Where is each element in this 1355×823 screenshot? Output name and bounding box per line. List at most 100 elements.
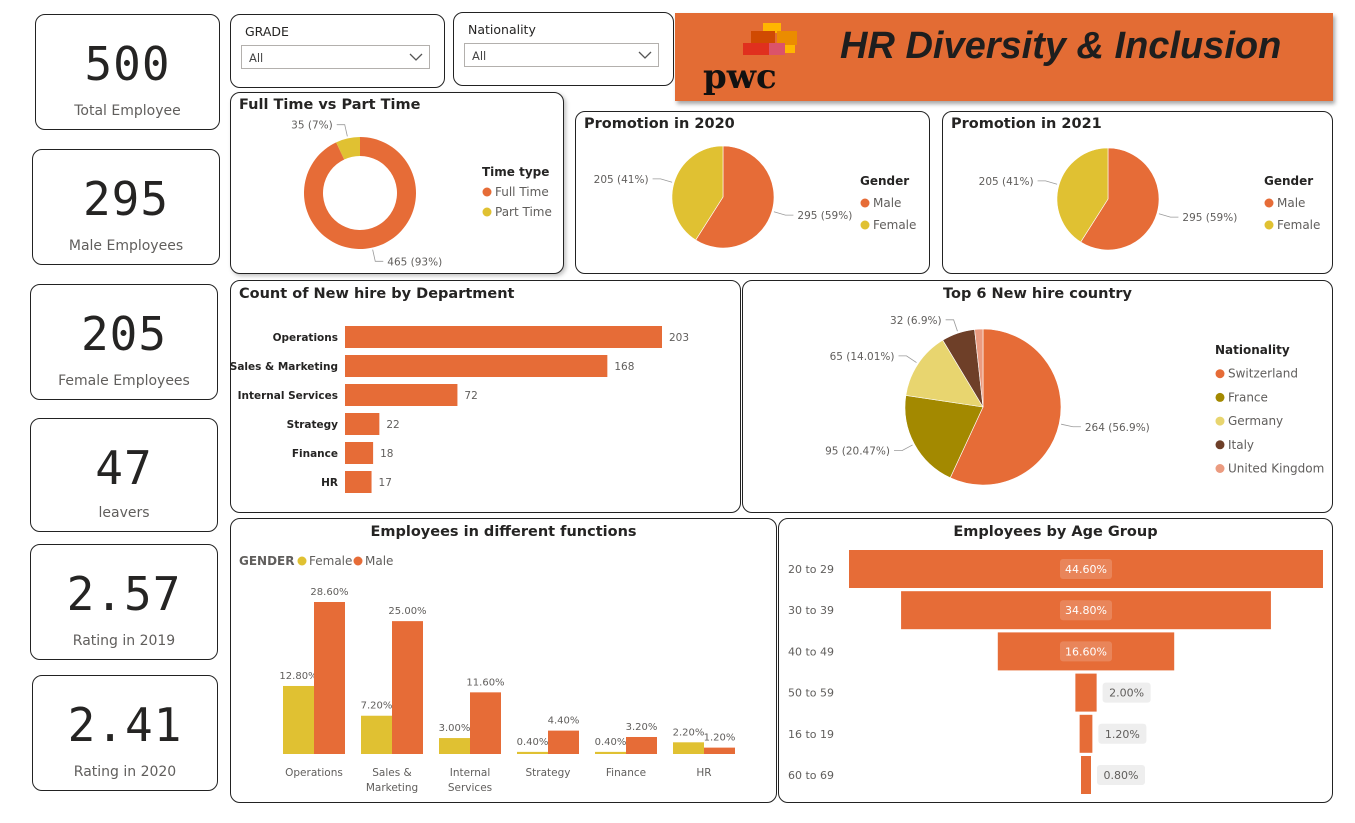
newhire-country-chart-title: Top 6 New hire country <box>943 286 1132 302</box>
bar <box>314 602 345 754</box>
legend-item: Male <box>1277 196 1305 210</box>
label-bg <box>1060 559 1112 579</box>
leader-line <box>1037 180 1058 185</box>
promo2021-chart-title: Promotion in 2021 <box>951 116 1102 132</box>
chevron-down-icon[interactable] <box>409 51 423 63</box>
kpi-value: 295 <box>82 172 170 226</box>
legend-marker <box>1215 440 1225 450</box>
promo2021-chart-panel: Promotion in 2021 295 (59%) 205 (41%) Gend… <box>942 111 1333 274</box>
kpi-card: 205 Female Employees <box>30 284 218 400</box>
legend-marker <box>353 556 363 566</box>
data-label: 4.40% <box>548 716 580 727</box>
chevron-down-icon[interactable] <box>638 49 652 61</box>
grade-dropdown[interactable]: All <box>241 45 430 69</box>
kpi-label: Male Employees <box>68 238 184 254</box>
fulltime-donut-chart: 465 (93%) 35 (7%) Time type Full Time Part T… <box>291 120 552 269</box>
legend-item: Germany <box>1228 414 1283 428</box>
label-bg <box>1102 682 1151 703</box>
category-label: 20 to 29 <box>788 563 834 576</box>
data-label: 22 <box>386 419 399 431</box>
legend-item: United Kingdom <box>1228 462 1324 476</box>
bar <box>704 747 735 754</box>
pwc-logo-text: pwc <box>703 57 777 97</box>
legend-item: Switzerland <box>1228 367 1298 381</box>
grade-slicer-label: GRADE <box>245 24 289 39</box>
legend-marker <box>1264 220 1274 230</box>
legend-title: Time type <box>482 165 549 179</box>
kpi-value: 2.57 <box>66 567 182 621</box>
legend-marker <box>860 220 870 230</box>
kpi-label: leavers <box>98 505 150 521</box>
kpi-value: 2.41 <box>67 698 183 752</box>
category-label: 16 to 19 <box>788 728 834 741</box>
kpi-value: 205 <box>80 307 168 361</box>
pie-slice <box>1056 147 1109 243</box>
legend-item: Male <box>365 554 393 568</box>
legend-marker <box>1215 369 1225 379</box>
bar <box>345 326 662 348</box>
legend-item: Female <box>309 554 352 568</box>
category-label: Internal <box>450 767 490 779</box>
legend-marker <box>1215 392 1225 402</box>
bar <box>673 742 704 754</box>
data-label: 25.00% <box>388 606 426 617</box>
data-label: 1.20% <box>1105 728 1140 741</box>
data-label: 16.60% <box>1065 645 1107 658</box>
data-label: 168 <box>614 361 634 373</box>
bar <box>345 413 380 435</box>
data-label: 3.00% <box>439 723 471 734</box>
kpi-card: 47 leavers <box>30 418 218 532</box>
fulltime-chart-title: Full Time vs Part Time <box>239 97 421 113</box>
kpi-card: 2.57 Rating in 2019 <box>30 544 218 660</box>
label-bg <box>1097 765 1145 785</box>
category-label: Sales & Marketing <box>231 361 338 373</box>
legend-marker <box>1264 198 1274 208</box>
grade-slicer[interactable]: GRADE All <box>230 14 445 88</box>
data-label: 34.80% <box>1065 604 1107 617</box>
newhire-dept-chart-title: Count of New hire by Department <box>239 286 515 302</box>
bar <box>283 685 314 754</box>
kpi-card: 500 Total Employee <box>35 14 220 130</box>
pie-slice <box>336 137 360 160</box>
bar <box>345 471 372 493</box>
bar <box>595 751 626 754</box>
category-label: Operations <box>273 332 338 344</box>
kpi-card: 2.41 Rating in 2020 <box>32 675 218 791</box>
nationality-dropdown[interactable]: All <box>464 43 659 67</box>
legend-title: GENDER <box>239 554 295 568</box>
leader-line <box>945 319 958 332</box>
promo2020-chart-panel: Promotion in 2020 295 (59%) 205 (41%) Gend… <box>575 111 930 274</box>
legend-marker <box>1215 416 1225 426</box>
data-label: 12.80% <box>279 671 317 682</box>
leader-line <box>372 249 384 262</box>
data-label: 44.60% <box>1065 563 1107 576</box>
functions-chart-panel: Employees in different functions GENDER F… <box>230 518 777 803</box>
legend-marker <box>482 187 492 197</box>
age-chart-title: Employees by Age Group <box>953 524 1158 540</box>
legend-item: Female <box>1277 218 1320 232</box>
kpi-value: 500 <box>84 37 171 91</box>
data-label: 3.20% <box>626 722 658 733</box>
page-title: HR Diversity & Inclusion <box>840 25 1282 67</box>
category-label: HR <box>321 477 338 489</box>
category-label: Strategy <box>526 767 571 779</box>
category-label: Marketing <box>366 782 418 794</box>
pie-slice <box>671 145 724 241</box>
label-bg <box>1098 723 1147 744</box>
data-label: 11.60% <box>466 677 504 688</box>
data-label: 28.60% <box>310 587 348 598</box>
leader-line <box>336 124 348 137</box>
promo2020-pie-chart: 295 (59%) 205 (41%) Gender Male Female <box>594 145 916 249</box>
leader-line <box>894 444 913 452</box>
age-chart-panel: Employees by Age Group 20 to 29 44.60% 30 … <box>778 518 1333 803</box>
bar <box>548 730 579 754</box>
bar <box>392 621 423 754</box>
nationality-slicer[interactable]: Nationality All <box>453 12 674 86</box>
data-label: 7.20% <box>361 701 393 712</box>
data-label: 65 (14.01%) <box>830 351 895 363</box>
bar <box>517 751 548 754</box>
bar <box>1081 756 1091 794</box>
bar <box>345 442 374 464</box>
data-label: 295 (59%) <box>1182 212 1237 224</box>
data-label: 295 (59%) <box>797 210 852 222</box>
